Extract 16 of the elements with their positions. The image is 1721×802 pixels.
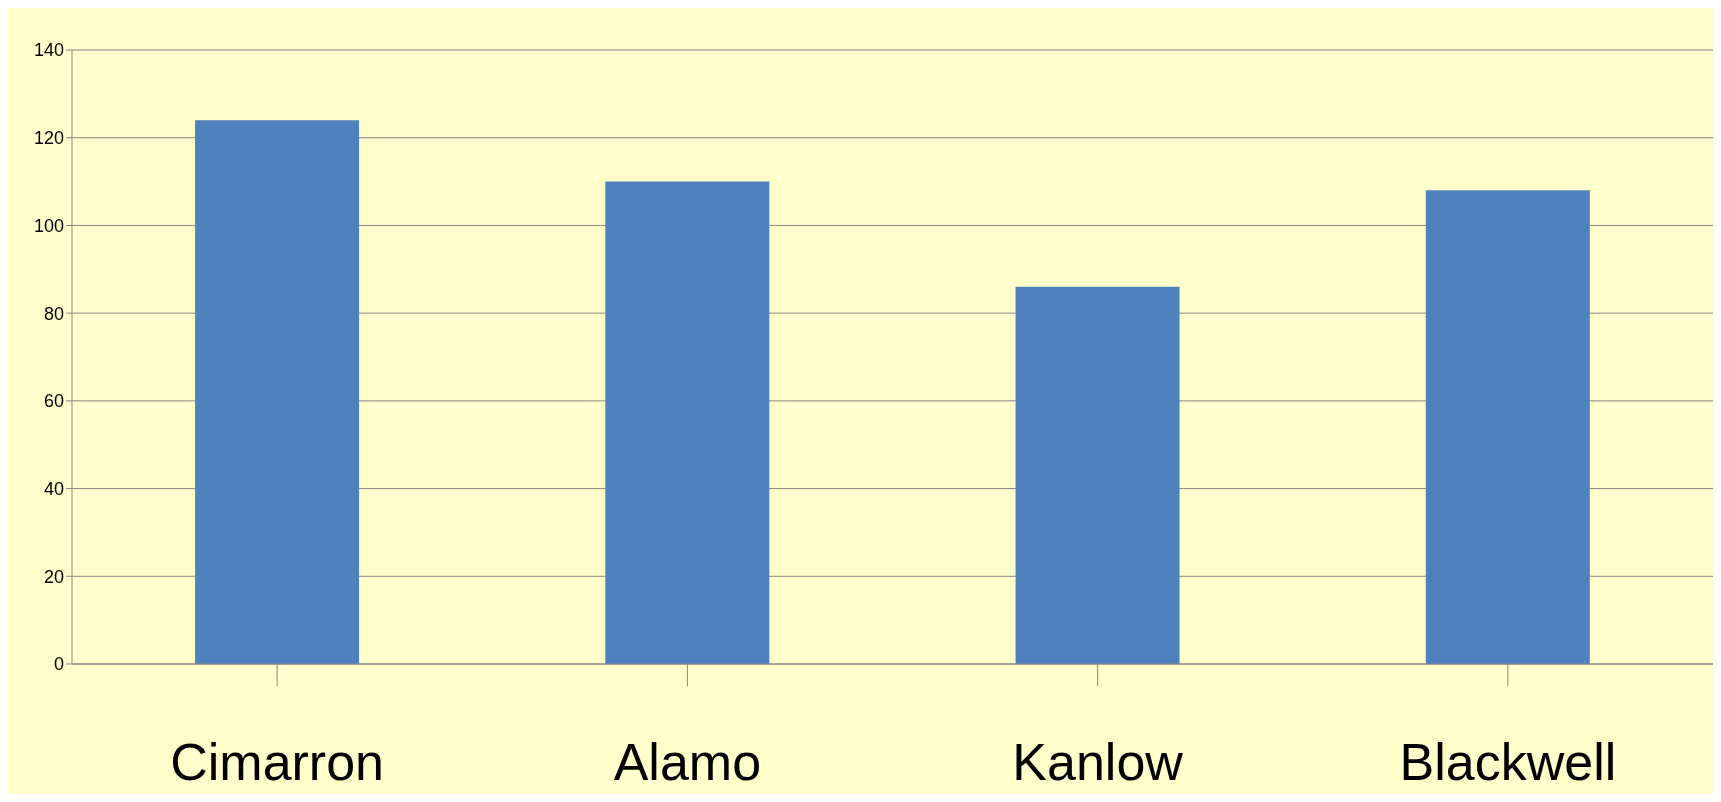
bar bbox=[605, 181, 770, 664]
x-tick-label: Cimarron bbox=[170, 732, 385, 791]
bar bbox=[1015, 286, 1180, 664]
y-tick-label: 0 bbox=[53, 654, 64, 675]
y-tick-label: 100 bbox=[33, 215, 64, 236]
y-tick-label: 20 bbox=[43, 566, 64, 587]
x-tick-label: Blackwell bbox=[1399, 732, 1617, 791]
bar bbox=[195, 120, 360, 664]
y-tick-label: 60 bbox=[43, 391, 64, 412]
x-tick-label: Alamo bbox=[613, 732, 762, 791]
y-tick-label: 140 bbox=[33, 40, 64, 61]
y-tick-label: 40 bbox=[43, 478, 64, 499]
x-tick-label: Kanlow bbox=[1012, 732, 1184, 791]
y-tick-label: 120 bbox=[33, 128, 64, 149]
y-tick-label: 80 bbox=[43, 303, 64, 324]
bar bbox=[1425, 190, 1590, 664]
